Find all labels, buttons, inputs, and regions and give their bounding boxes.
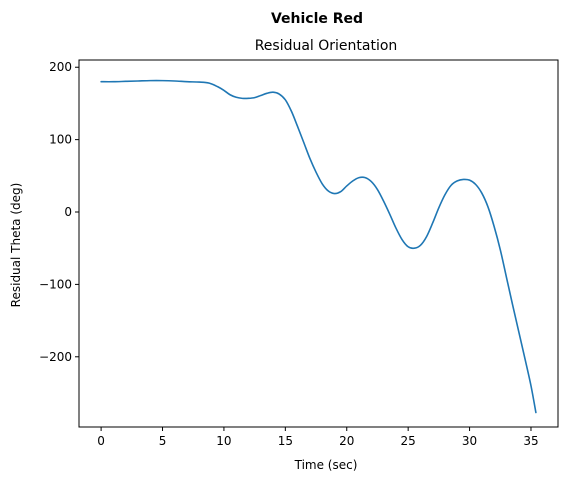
- x-tick-label: 25: [401, 434, 416, 448]
- y-tick-label: 0: [64, 205, 72, 219]
- axes-frame: [78, 59, 559, 428]
- y-axis-label: Residual Theta (deg): [9, 183, 23, 308]
- y-tick-label: 100: [49, 133, 72, 147]
- x-axis-label: Time (sec): [294, 458, 358, 472]
- y-tick-label: 200: [49, 60, 72, 74]
- chart-suptitle: Vehicle Red: [271, 11, 363, 27]
- y-tick-label: −100: [39, 277, 72, 291]
- y-tick-label: −200: [39, 350, 72, 364]
- chart-title: Residual Orientation: [255, 38, 398, 54]
- x-tick-label: 5: [159, 434, 167, 448]
- plot-area: [78, 59, 559, 428]
- x-tick-label: 35: [523, 434, 538, 448]
- x-tick-label: 30: [462, 434, 477, 448]
- x-tick-label: 10: [216, 434, 231, 448]
- y-axis-ticks: 200 100 0 −100 −200: [39, 60, 79, 364]
- x-tick-label: 20: [339, 434, 354, 448]
- series-line: [100, 79, 537, 414]
- x-axis-ticks: 0 5 10 15 20 25 30 35: [97, 427, 539, 448]
- x-tick-label: 15: [278, 434, 293, 448]
- x-tick-label: 0: [97, 434, 105, 448]
